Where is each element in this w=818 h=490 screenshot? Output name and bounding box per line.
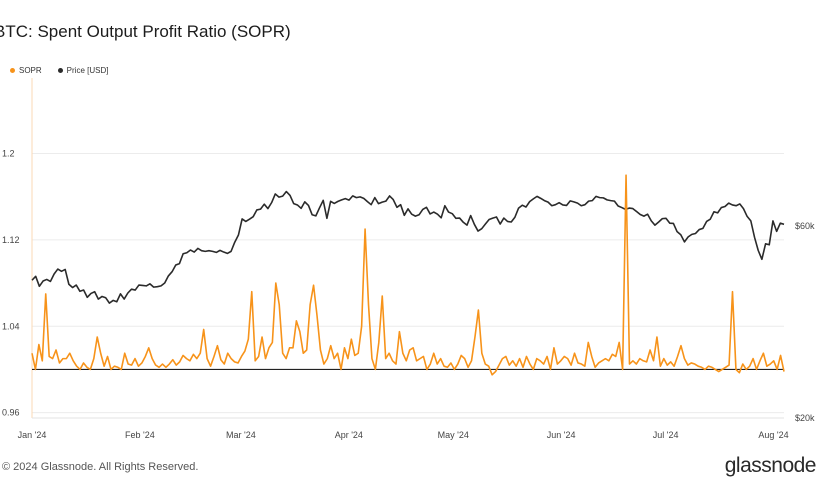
y-axis-right: $20k $60k <box>795 221 815 423</box>
chart-legend: SOPR Price [USD] <box>10 66 108 75</box>
x-tick-label: Jan '24 <box>18 430 47 440</box>
chart-title: BTC: Spent Output Profit Ratio (SOPR) <box>0 22 291 41</box>
legend-item-sopr[interactable]: SOPR <box>10 66 42 75</box>
x-axis: Jan '24 Feb '24 Mar '24 Apr '24 May '24 Jun '… <box>18 430 789 440</box>
y-left-tick-label: 1.2 <box>2 149 15 159</box>
grid-lines <box>31 78 784 419</box>
legend-label-price: Price [USD] <box>66 66 109 75</box>
series-line-price <box>31 190 785 304</box>
legend-dot-sopr <box>10 68 15 73</box>
brand-logo: glassnode <box>724 454 817 477</box>
y-axis-left: 0.96 1.04 1.12 1.2 <box>2 149 20 418</box>
legend-item-price[interactable]: Price [USD] <box>57 66 109 75</box>
x-tick-label: Aug '24 <box>758 430 788 440</box>
footer-copyright: © 2024 Glassnode. All Rights Reserved. <box>2 461 199 473</box>
x-tick-label: Mar '24 <box>226 430 256 440</box>
y-right-tick-label: $20k <box>795 413 815 423</box>
series-line-sopr <box>31 174 785 376</box>
y-right-tick-label: $60k <box>795 221 815 231</box>
x-tick-label: Apr '24 <box>335 430 363 440</box>
x-tick-label: May '24 <box>438 430 469 440</box>
legend-label-sopr: SOPR <box>19 66 42 75</box>
y-left-tick-label: 0.96 <box>2 408 20 418</box>
x-tick-label: Jul '24 <box>653 430 679 440</box>
y-left-tick-label: 1.04 <box>2 321 20 331</box>
y-left-tick-label: 1.12 <box>2 235 20 245</box>
legend-dot-price <box>57 68 63 73</box>
x-tick-label: Jun '24 <box>547 430 576 440</box>
x-tick-label: Feb '24 <box>125 430 155 440</box>
